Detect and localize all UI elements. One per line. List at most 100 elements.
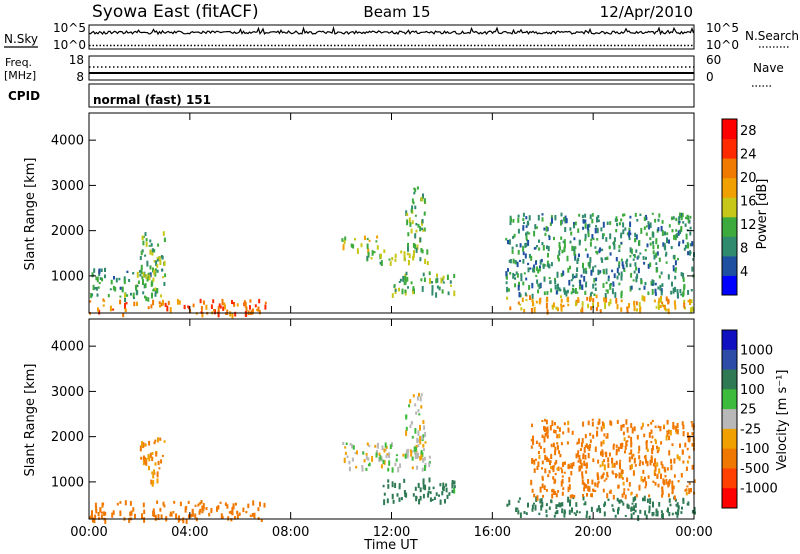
velocity-cell [638,445,641,452]
power-cell [592,237,595,241]
velocity-cell [543,436,546,443]
velocity-cell [179,518,182,521]
velocity-cell [160,514,163,519]
power-cell [350,243,353,248]
power-cell [576,291,579,294]
velocity-cell [607,498,610,501]
velocity-cell [419,436,422,440]
power-cell [658,257,661,262]
velocity-cell [553,478,556,484]
power-cell [600,227,603,232]
power-cell [587,303,590,309]
power-cell [668,239,670,244]
power-cell [567,267,570,273]
power-cell [618,249,621,252]
velocity-cell [419,455,422,461]
velocity-cell [582,453,585,456]
velocity-cell [416,437,419,444]
power-colorbar-tick: 24 [740,148,757,163]
velocity-cell [424,431,427,437]
power-cell [574,246,577,250]
velocity-cell [579,465,582,471]
x-tick-label: 04:00 [171,525,208,540]
power-cell [135,289,138,296]
power-cell [149,265,152,270]
velocity-colorbar-tick: 1000 [740,343,773,358]
velocity-cell [576,441,579,445]
power-cell [553,236,555,241]
power-cell [676,233,679,238]
velocity-cell [144,444,147,447]
power-cell [569,227,572,231]
power-cell [541,213,544,216]
velocity-cell [523,511,526,514]
power-cell [584,213,587,218]
power-cell [202,300,205,305]
velocity-cell [619,463,621,470]
velocity-cell [143,509,146,515]
power-cell [96,276,99,283]
power-cell [520,307,523,311]
power-cell [556,271,559,276]
power-cell [609,252,612,256]
velocity-cell [100,514,103,519]
power-cell [528,232,531,235]
velocity-cell [682,499,685,504]
velocity-cell [124,500,127,506]
power-cell [636,219,639,222]
velocity-cell [351,457,354,462]
velocity-cell [596,508,599,513]
velocity-cell [630,492,633,496]
power-cell [408,259,410,266]
power-cell [672,287,675,294]
velocity-cell [153,472,156,475]
velocity-cell [672,425,675,430]
power-cell [527,239,530,246]
power-cell [620,299,623,303]
power-cell [676,289,679,294]
power-cell [690,299,693,304]
velocity-cell [650,457,653,463]
velocity-cell [530,479,533,486]
power-cell [673,234,676,240]
power-cell [547,252,549,258]
power-cell [551,304,554,310]
power-cell [161,269,164,272]
power-cell [596,216,599,223]
velocity-cell [431,498,434,501]
power-cell [213,309,215,312]
velocity-cell [419,424,421,431]
power-cell [517,228,520,234]
velocity-cell [383,499,386,506]
power-cell [113,276,115,280]
velocity-cell [163,440,166,443]
velocity-cell [621,477,624,480]
power-cell [649,237,652,241]
power-cell [563,239,566,244]
velocity-cell [686,432,689,438]
velocity-cell [676,423,679,429]
velocity-cell [536,495,539,501]
velocity-cell [587,420,590,426]
velocity-cell [652,463,655,467]
velocity-cell [554,430,557,434]
power-cell [677,257,679,261]
power-cell [531,300,534,307]
power-cell [154,288,157,294]
velocity-cell [582,421,585,427]
velocity-cell [658,502,661,507]
power-cell [671,281,673,287]
velocity-cell [652,445,654,451]
power-cell [616,267,619,274]
power-cell [684,223,687,227]
velocity-cell [368,444,371,448]
power-cell [147,306,150,310]
velocity-cell [630,463,633,469]
power-cell [597,302,600,308]
velocity-cell [409,449,412,452]
power-cell [200,306,203,311]
power-cell [638,240,641,246]
power-cell [600,257,603,261]
power-cell [539,259,542,265]
